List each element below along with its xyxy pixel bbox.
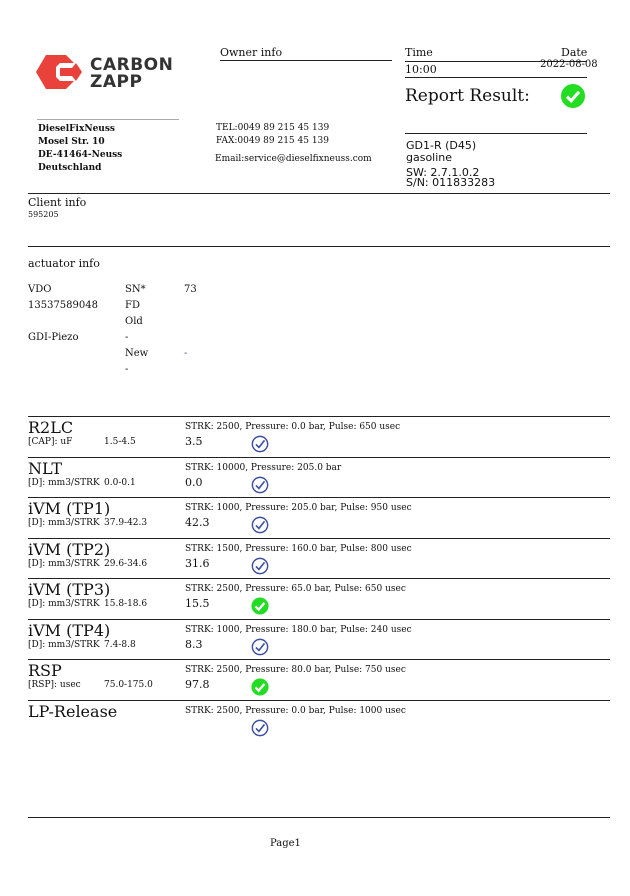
logo-text-carbon: CARBON [90, 55, 174, 75]
page-number: Page1 [270, 838, 301, 849]
divider [220, 60, 392, 61]
test-value: 0.0 [185, 475, 203, 489]
ok-check-icon [251, 719, 269, 736]
divider [28, 817, 610, 818]
test-name: iVM (TP4) [28, 620, 111, 640]
divider [28, 456, 610, 458]
divider [28, 416, 610, 417]
test-value: 42.3 [185, 516, 210, 529]
company-country: Deutschland [38, 163, 102, 173]
actuator-col2-cell: Old [125, 316, 143, 327]
test-range: 0.0-0.1 [104, 477, 136, 488]
test-name: iVM (TP3) [28, 580, 111, 599]
report-time: 10:00 [405, 63, 437, 76]
test-range: 15.8-18.6 [104, 599, 148, 609]
test-name: LP-Release [28, 701, 118, 721]
divider [405, 61, 587, 62]
divider [28, 659, 610, 660]
actuator-col1-cell: VDO [28, 284, 52, 295]
test-unit: [D]: mm3/STRK [28, 558, 100, 569]
pass-check-icon [251, 597, 269, 615]
actuator-col1-cell: 13537589048 [28, 300, 98, 311]
test-unit: [CAP]: uF [28, 437, 73, 447]
owner-email[interactable]: Email:service@dieselfixneuss.com [215, 154, 372, 164]
ok-check-icon [251, 516, 269, 534]
test-unit: [D]: mm3/STRK [28, 599, 100, 609]
test-unit: [D]: mm3/STRK [28, 639, 100, 650]
pass-check-icon [561, 84, 585, 108]
carbon-zapp-logo-icon [36, 55, 82, 89]
test-params: STRK: 2500, Pressure: 80.0 bar, Pulse: 7… [185, 665, 406, 675]
device-sn: S/N: 011833283 [406, 176, 496, 189]
device-fuel: gasoline [406, 151, 453, 164]
ok-check-icon [251, 435, 269, 453]
test-params: STRK: 1500, Pressure: 160.0 bar, Pulse: … [185, 543, 412, 554]
client-id: 595205 [28, 210, 59, 219]
test-value: 15.5 [185, 597, 210, 610]
device-sw: SW: 2.7.1.0.2 [406, 166, 480, 179]
device-model: GD1-R (D45) [406, 139, 477, 152]
actuator-col2-cell: - [125, 332, 129, 343]
actuator-col2-cell: SN* [125, 284, 146, 295]
test-name: RSP [28, 661, 62, 680]
test-params: STRK: 1000, Pressure: 180.0 bar, Pulse: … [185, 624, 412, 635]
company-street: Mosel Str. 10 [38, 137, 105, 147]
test-value: 97.8 [185, 678, 210, 691]
date-label: Date [561, 46, 588, 59]
test-range: 7.4-8.8 [104, 639, 136, 650]
test-name: R2LC [28, 418, 74, 437]
company-city: DE-41464-Neuss [38, 150, 123, 160]
divider [405, 133, 587, 134]
test-params: STRK: 2500, Pressure: 0.0 bar, Pulse: 65… [185, 422, 401, 432]
time-label: Time [405, 46, 433, 59]
divider [28, 578, 610, 579]
test-range: 37.9-42.3 [104, 518, 148, 528]
divider [28, 193, 610, 194]
actuator-col2-cell: FD [125, 300, 140, 311]
test-unit: [D]: mm3/STRK [28, 518, 100, 528]
divider [405, 77, 587, 78]
actuator-col2-cell: New [125, 348, 149, 359]
test-name: iVM (TP1) [28, 499, 111, 518]
ok-check-icon [251, 476, 269, 493]
test-unit: [RSP]: usec [28, 680, 81, 690]
actuator-col3-cell: - [184, 348, 188, 359]
test-value: 31.6 [185, 556, 210, 570]
test-name: iVM (TP2) [28, 539, 111, 559]
divider [28, 497, 610, 498]
ok-check-icon [251, 557, 269, 574]
pass-check-icon [251, 678, 269, 696]
divider [28, 537, 610, 539]
test-params: STRK: 2500, Pressure: 65.0 bar, Pulse: 6… [185, 584, 406, 594]
test-value: 8.3 [185, 637, 203, 651]
actuator-col1-cell: GDI-Piezo [28, 332, 79, 343]
test-params: STRK: 2500, Pressure: 0.0 bar, Pulse: 10… [185, 705, 406, 716]
owner-tel: TEL:0049 89 215 45 139 [216, 123, 330, 133]
test-value: 3.5 [185, 435, 203, 448]
actuator-col3-cell: 73 [184, 284, 197, 295]
test-params: STRK: 10000, Pressure: 205.0 bar [185, 462, 342, 473]
company-name: DieselFixNeuss [38, 124, 115, 134]
test-range: 1.5-4.5 [104, 437, 136, 447]
divider [37, 119, 179, 120]
report-date: 2022-08-08 [540, 59, 598, 70]
actuator-info-heading: actuator info [28, 257, 100, 270]
test-name: NLT [28, 458, 62, 478]
client-info-heading: Client info [28, 196, 87, 209]
divider [28, 699, 610, 701]
divider [28, 618, 610, 620]
test-unit: [D]: mm3/STRK [28, 477, 100, 488]
test-params: STRK: 1000, Pressure: 205.0 bar, Pulse: … [185, 503, 412, 513]
report-result-label: Report Result: [405, 86, 530, 106]
ok-check-icon [251, 638, 269, 655]
owner-info-heading: Owner info [220, 46, 283, 59]
test-range: 75.0-175.0 [104, 680, 153, 690]
test-range: 29.6-34.6 [104, 558, 148, 569]
divider [28, 246, 610, 247]
actuator-col2-cell: - [125, 364, 129, 375]
logo-text-zapp: ZAPP [90, 72, 143, 92]
owner-fax: FAX:0049 89 215 45 139 [216, 136, 330, 146]
